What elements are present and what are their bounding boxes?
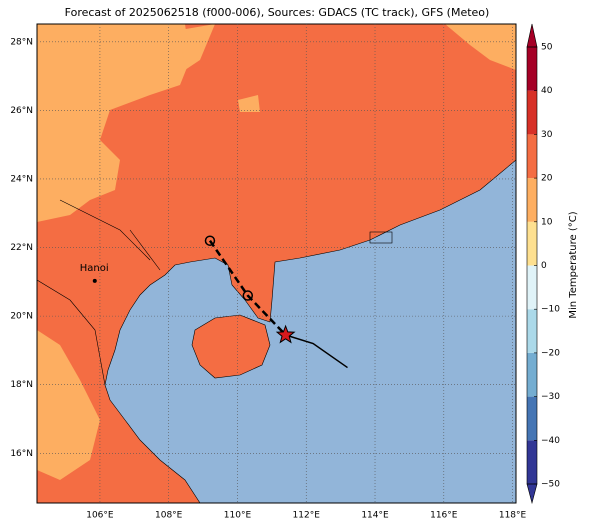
lat-tick-label: 26°N <box>10 106 33 116</box>
lat-tick-label: 18°N <box>10 380 33 390</box>
forecast-position <box>242 290 254 301</box>
lat-tick-label: 24°N <box>10 174 33 184</box>
land-cool <box>445 24 516 70</box>
colorbar-tick-label: 40 <box>541 86 553 96</box>
hainan <box>191 314 271 379</box>
lat-tick-label: 28°N <box>10 37 33 47</box>
lon-tick-label: 106°E <box>86 511 114 521</box>
colorbar-extend-low <box>526 483 538 505</box>
colorbar-bin <box>527 352 537 397</box>
colorbar-tick-label: −30 <box>541 392 560 402</box>
lat-tick-label: 20°N <box>10 312 33 322</box>
forecast-position <box>204 235 216 246</box>
colorbar-bin <box>527 134 537 179</box>
lon-tick-label: 114°E <box>361 511 389 521</box>
lat-tick-label: 22°N <box>10 243 33 253</box>
colorbar-tick-label: −50 <box>541 480 560 490</box>
land-cool <box>37 24 190 222</box>
lon-tick-label: 118°E <box>499 511 527 521</box>
colorbar-tick-label: 50 <box>541 43 553 53</box>
lon-tick-label: 108°E <box>155 511 183 521</box>
colorbar-tick-label: −10 <box>541 305 560 315</box>
lon-tick-label: 112°E <box>293 511 321 521</box>
land-cool <box>37 330 100 480</box>
colorbar-label: Min Temperature (°C) <box>568 211 579 318</box>
colorbar-tick-label: −20 <box>541 348 560 358</box>
colorbar-bin <box>527 178 537 222</box>
colorbar-tick-label: 20 <box>541 174 553 184</box>
past-track <box>285 334 348 369</box>
colorbar-bin <box>527 47 537 91</box>
colorbar-tick-label: 30 <box>541 130 553 140</box>
colorbar-tick-label: −40 <box>541 436 560 446</box>
map-title: Forecast of 2025062518 (f000-006), Sourc… <box>65 6 490 19</box>
colorbar-extend-high <box>526 23 538 48</box>
colorbar-bin <box>527 396 537 441</box>
lat-tick-label: 16°N <box>10 449 33 459</box>
storm-position <box>275 324 296 344</box>
city-dot <box>92 278 97 283</box>
colorbar-bin <box>527 440 537 484</box>
colorbar-bin <box>527 309 537 353</box>
colorbar-bin <box>527 90 537 135</box>
lon-tick-label: 110°E <box>224 511 252 521</box>
city-label: Hanoi <box>80 263 109 274</box>
forecast-track <box>208 239 287 336</box>
colorbar-tick-label: 0 <box>541 261 547 271</box>
colorbar-bin <box>527 265 537 310</box>
colorbar-bin <box>527 221 537 266</box>
sea <box>104 159 516 503</box>
land-cool <box>238 95 260 112</box>
map-frame <box>36 23 517 504</box>
land-cool <box>180 24 215 70</box>
map <box>36 23 517 504</box>
island <box>369 231 393 244</box>
colorbar-tick-label: 10 <box>541 217 553 227</box>
lon-tick-label: 116°E <box>430 511 458 521</box>
